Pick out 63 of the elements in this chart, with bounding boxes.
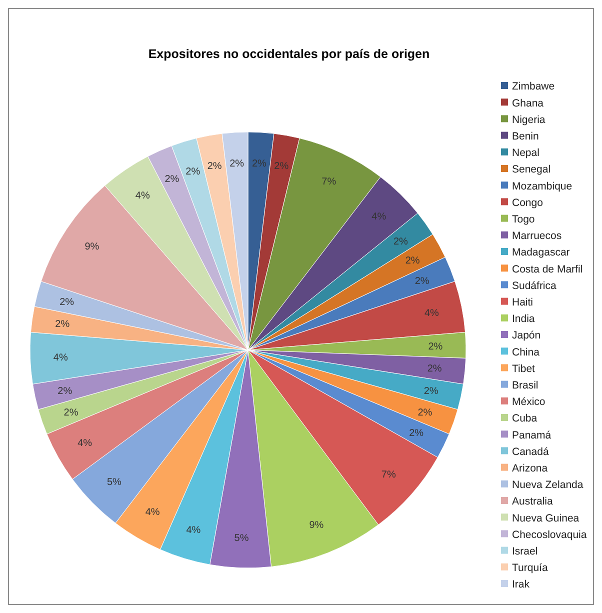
data-label: 2%: [428, 341, 443, 352]
legend-label: Sudáfrica: [512, 280, 557, 292]
legend-label: Israel: [512, 545, 538, 558]
legend-label: Marruecos: [512, 230, 562, 242]
legend-label: Nepal: [512, 147, 540, 160]
data-label: 4%: [145, 506, 160, 518]
legend-label: Nueva Guinea: [512, 512, 580, 524]
legend-label: Australia: [512, 496, 554, 508]
data-label: 2%: [164, 174, 180, 186]
legend-label: Mozambique: [512, 180, 572, 192]
data-label: 2%: [393, 236, 408, 248]
data-label: 5%: [106, 476, 122, 488]
data-label: 4%: [53, 352, 68, 364]
data-label: 9%: [84, 242, 100, 253]
legend-label: México: [512, 396, 546, 408]
legend-label: Turquía: [512, 562, 548, 574]
legend-label: Madagascar: [512, 246, 570, 259]
data-label: 2%: [414, 276, 430, 287]
data-label: 2%: [274, 161, 289, 172]
data-label: 4%: [186, 524, 201, 536]
data-label: 5%: [234, 532, 249, 544]
data-label: 2%: [424, 386, 438, 397]
data-label: 2%: [58, 386, 72, 397]
chart-title: Expositores no occidentales por país de origen: [148, 47, 430, 61]
legend-label: India: [512, 313, 535, 326]
legend-label: Cuba: [512, 412, 538, 425]
legend-label: Nigeria: [512, 114, 546, 126]
data-label: 4%: [78, 438, 92, 449]
data-label: 7%: [381, 469, 396, 480]
legend-label: Haiti: [512, 296, 534, 308]
data-label: 2%: [427, 364, 442, 375]
data-label: 4%: [135, 190, 150, 202]
data-label: 9%: [309, 520, 324, 532]
data-label: 2%: [60, 297, 74, 308]
legend-label: Costa de Marfil: [512, 263, 583, 276]
data-label: 4%: [424, 308, 440, 320]
data-label: 2%: [207, 161, 222, 172]
legend-label: Ghana: [512, 97, 544, 110]
data-label: 2%: [418, 407, 432, 418]
legend-label: Nueva Zelanda: [512, 479, 584, 492]
legend-label: Irak: [512, 578, 530, 591]
legend-label: Japón: [512, 330, 541, 342]
data-label: 7%: [322, 176, 336, 188]
data-label: 2%: [252, 158, 267, 170]
legend-label: Tibet: [512, 362, 536, 375]
legend-label: Benin: [512, 130, 540, 142]
legend-label: Checoslovaquia: [512, 528, 587, 541]
legend-label: Zimbawe: [512, 80, 555, 93]
legend-label: Togo: [512, 213, 535, 226]
legend-label: Canadá: [512, 446, 549, 458]
data-label: 2%: [186, 166, 200, 178]
data-label: 2%: [55, 319, 70, 330]
legend-label: Congo: [512, 196, 544, 209]
legend-label: China: [512, 346, 540, 358]
legend-label: Senegal: [512, 164, 551, 176]
legend-label: Panamá: [512, 429, 552, 442]
data-label: 2%: [409, 428, 424, 439]
legend-label: Arizona: [512, 462, 548, 474]
data-label: 2%: [405, 256, 420, 267]
data-label: 2%: [230, 158, 244, 170]
legend-label: Brasil: [512, 379, 538, 392]
data-label: 4%: [372, 211, 386, 222]
data-label: 2%: [64, 407, 78, 418]
